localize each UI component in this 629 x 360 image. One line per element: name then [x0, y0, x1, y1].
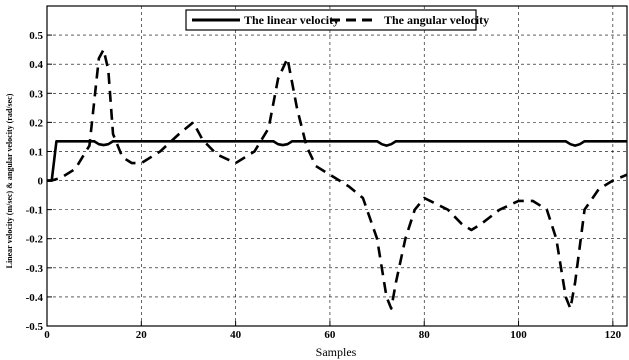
- x-tick-label: 40: [230, 329, 242, 341]
- series-lines: [47, 48, 628, 310]
- series-angular-velocity: [47, 48, 628, 310]
- series-linear-velocity: [47, 139, 627, 182]
- x-tick-label: 20: [136, 329, 148, 341]
- legend-label-angular-velocity: The angular velocity: [384, 13, 489, 27]
- y-tick-label: 0.2: [29, 117, 43, 129]
- y-tick-label: 0.1: [29, 146, 43, 158]
- legend-label-linear-velocity: The linear velocity: [244, 13, 339, 27]
- y-tick-label: 0: [38, 176, 44, 188]
- x-tick-label: 0: [44, 329, 50, 341]
- y-tick-label: -0.5: [26, 321, 44, 333]
- y-tick-label: -0.3: [26, 263, 44, 275]
- y-tick-label: 0.5: [29, 30, 43, 42]
- grid-lines: [47, 6, 627, 326]
- legend: The linear velocity The angular velocity: [185, 9, 489, 31]
- x-axis-title: Samples: [316, 345, 357, 359]
- x-tick-label: 60: [324, 329, 336, 341]
- y-tick-label: 0.4: [29, 59, 43, 71]
- x-tick-label: 120: [605, 329, 622, 341]
- plot-frame: [46, 5, 628, 327]
- x-tick-label: 100: [510, 329, 527, 341]
- axis-ticks: 0 20 40 60 80 100 120 -0.5 -0.4 -0.3 -0.2 -0.1 0 0.1 0…: [26, 30, 622, 341]
- y-tick-label: -0.2: [26, 234, 44, 246]
- y-tick-label: -0.4: [26, 292, 44, 304]
- y-axis-title: Linear velocity (m/sec) & angular veloci…: [5, 93, 14, 268]
- y-tick-label: 0.3: [29, 88, 43, 100]
- y-tick-label: -0.1: [26, 205, 43, 217]
- x-tick-label: 80: [419, 329, 431, 341]
